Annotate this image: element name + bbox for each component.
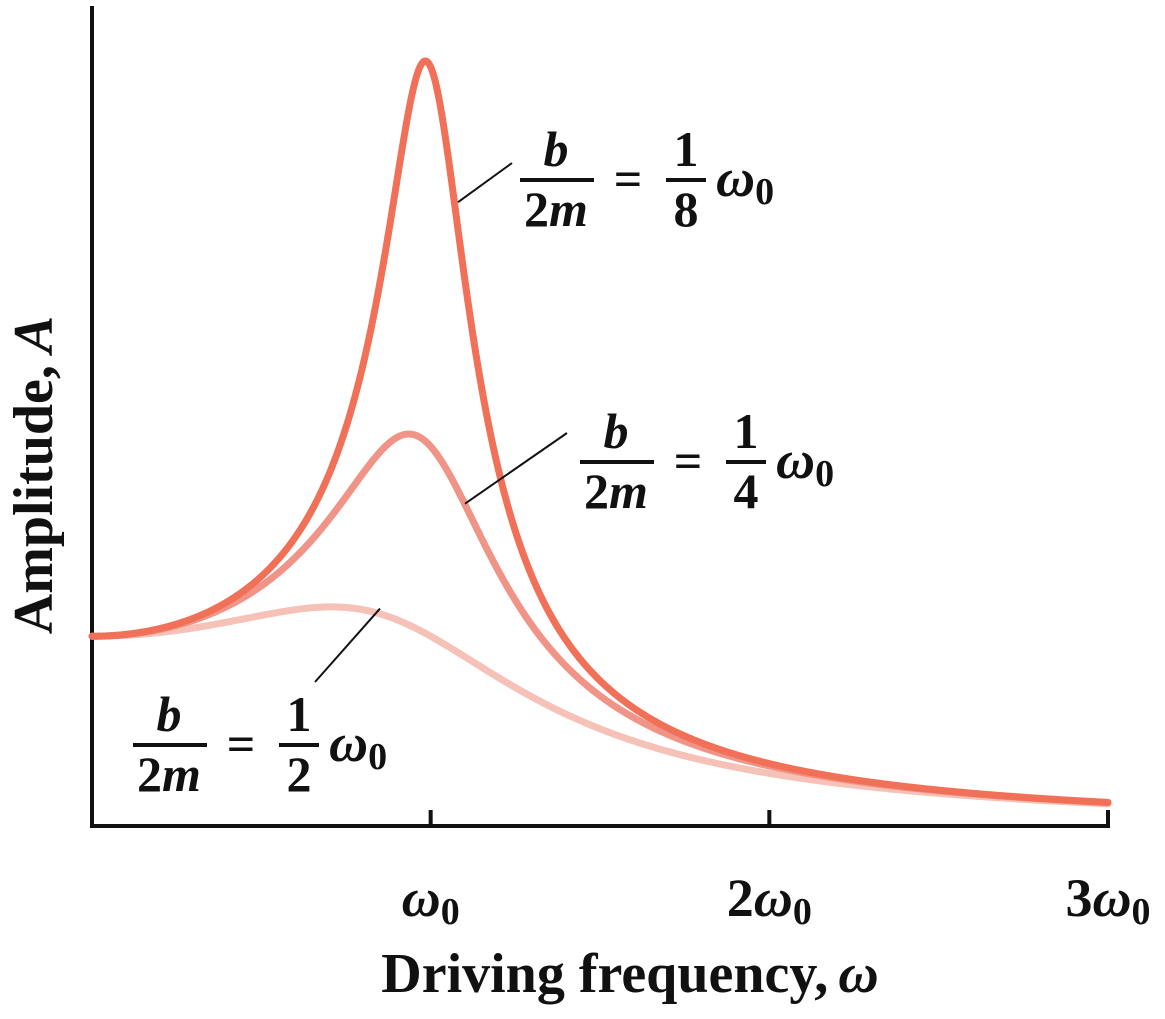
- curve-s2: [88, 603, 1112, 808]
- label-fraction-denominator: 2m: [137, 746, 201, 802]
- x-tick-label-2: 2ω0: [727, 868, 812, 933]
- label-den-coef: 2: [137, 746, 162, 802]
- x-tick-subscript: 0: [1132, 891, 1151, 933]
- x-tick-coef: 3: [1065, 868, 1092, 928]
- label-value-numerator: 1: [674, 121, 699, 177]
- leader-line-s8: [457, 162, 513, 204]
- label-fraction-denominator: 2m: [524, 181, 588, 237]
- label-omega: ω0: [716, 148, 774, 213]
- x-tick-label-1: ω0: [402, 868, 460, 933]
- x-tick-coef: 2: [727, 868, 754, 928]
- label-value-numerator: 1: [287, 686, 312, 742]
- leader-line-s2: [314, 607, 381, 683]
- y-axis-label-text: Amplitude,: [3, 365, 65, 634]
- label-omega-subscript: 0: [815, 453, 834, 495]
- x-tick-symbol: ω: [402, 868, 441, 928]
- x-axis-symbol: ω: [838, 943, 879, 1005]
- x-tick-symbol: ω: [1092, 868, 1131, 928]
- label-equals: =: [674, 433, 703, 489]
- label-omega-symbol: ω: [716, 148, 755, 208]
- curve-s8: [88, 57, 1112, 806]
- x-tick-symbol: ω: [754, 868, 793, 928]
- y-axis-label: Amplitude, A: [3, 316, 65, 635]
- label-fraction-denominator: 2m: [584, 463, 648, 519]
- label-den-var: m: [162, 746, 201, 802]
- label-omega-subscript: 0: [368, 736, 387, 778]
- label-value-numerator: 1: [734, 403, 759, 459]
- label-fraction-numerator: b: [544, 121, 569, 177]
- label-value-denominator: 8: [674, 181, 699, 237]
- label-den-coef: 2: [524, 181, 549, 237]
- label-den-coef: 2: [584, 463, 609, 519]
- y-axis-symbol: A: [3, 316, 65, 356]
- label-equals: =: [227, 716, 256, 772]
- label-fraction-numerator: b: [604, 403, 629, 459]
- label-den-var: m: [609, 463, 648, 519]
- leader-line-s4: [464, 432, 568, 505]
- x-tick-subscript: 0: [441, 891, 460, 933]
- label-omega-symbol: ω: [776, 430, 815, 490]
- x-axis-label: Driving frequency, ω: [381, 943, 878, 1005]
- label-value-denominator: 4: [734, 463, 759, 519]
- label-fraction-numerator: b: [157, 686, 182, 742]
- label-den-var: m: [549, 181, 588, 237]
- x-tick-label-3: 3ω0: [1065, 868, 1150, 933]
- label-omega-subscript: 0: [755, 171, 774, 213]
- label-omega: ω0: [329, 713, 387, 778]
- label-value-denominator: 2: [287, 746, 312, 802]
- label-equals: =: [614, 151, 643, 207]
- label-omega-symbol: ω: [329, 713, 368, 773]
- label-omega: ω0: [776, 430, 834, 495]
- x-tick-subscript: 0: [793, 891, 812, 933]
- x-axis-label-text: Driving frequency,: [381, 943, 828, 1005]
